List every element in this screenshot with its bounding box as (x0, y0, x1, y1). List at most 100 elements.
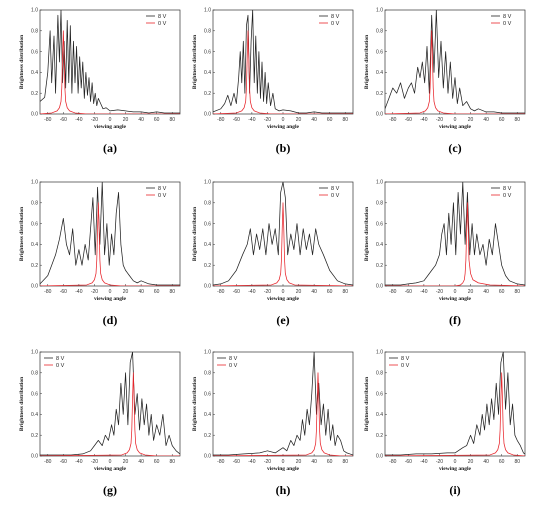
x-tick-label: 20 (123, 289, 129, 295)
x-tick-label: 60 (327, 289, 333, 295)
x-axis-label: viewing angle (439, 124, 471, 130)
series-line-8v (213, 182, 353, 286)
y-tick-label: 0.8 (204, 371, 211, 377)
x-tick-label: 60 (327, 459, 333, 465)
x-tick-label: 40 (311, 117, 317, 123)
y-tick-label: 0.0 (204, 112, 211, 118)
y-tick-label: 0.6 (376, 221, 383, 227)
panel-caption: (h) (276, 483, 291, 497)
x-tick-label: -20 (436, 289, 443, 295)
y-tick-label: 0.8 (376, 371, 383, 377)
series-line-0v (213, 202, 353, 286)
x-tick-label: -80 (389, 459, 396, 465)
x-tick-label: 80 (342, 459, 348, 465)
panel-e: -80 -60 -40 -20 0 20 40 60 80 0.0 0.2 0.4 0.6 0.8 1.0 v… (192, 180, 354, 327)
legend-entry: 8 V (56, 356, 65, 362)
legend-entry: 0 V (331, 21, 340, 27)
x-tick-label: -80 (217, 459, 224, 465)
legend-entry: 0 V (56, 363, 65, 369)
x-tick-label: 0 (282, 289, 285, 295)
x-tick-label: 20 (123, 459, 129, 465)
x-tick-label: 40 (311, 289, 317, 295)
legend-entry: 0 V (331, 193, 340, 199)
legend-entry: 8 V (331, 186, 340, 192)
x-tick-label: -20 (436, 459, 443, 465)
x-tick-label: 40 (138, 459, 144, 465)
x-tick-label: 80 (514, 117, 520, 123)
legend-entry: 8 V (401, 356, 410, 362)
series-line-8v (385, 10, 525, 114)
x-tick-label: 80 (514, 289, 520, 295)
x-tick-label: -80 (44, 289, 51, 295)
x-tick-label: 60 (499, 289, 505, 295)
panel-a: -80 -60 -40 -20 0 20 40 60 80 0.0 0.2 0.4 0.6 0.8 1.0 v… (19, 8, 181, 155)
series-line-8v (385, 352, 525, 456)
x-tick-label: -60 (405, 459, 412, 465)
panel-c: -80 -60 -40 -20 0 20 40 60 80 0.0 0.2 0.4 0.6 0.8 1.0 v… (364, 8, 526, 155)
x-tick-label: 40 (138, 117, 144, 123)
x-axis-label: viewing angle (267, 466, 299, 472)
x-tick-label: -60 (60, 117, 67, 123)
x-tick-label: -20 (264, 459, 271, 465)
panel-caption: (c) (448, 141, 461, 155)
y-tick-label: 0.8 (204, 29, 211, 35)
series-line-0v (40, 30, 180, 114)
x-tick-label: 20 (296, 459, 302, 465)
series-line-0v (40, 202, 180, 286)
y-tick-label: 1.0 (204, 350, 211, 356)
legend-entry: 8 V (158, 14, 167, 20)
panel-caption: (i) (449, 483, 460, 497)
x-axis-label: viewing angle (267, 124, 299, 130)
series-line-0v (385, 202, 525, 286)
y-tick-label: 1.0 (31, 8, 38, 14)
y-tick-label: 0.6 (204, 221, 211, 227)
x-tick-label: -40 (420, 289, 427, 295)
y-tick-label: 1.0 (31, 350, 38, 356)
panel-caption: (a) (103, 141, 117, 155)
y-tick-label: 0.8 (31, 201, 38, 207)
x-tick-label: 40 (311, 459, 317, 465)
y-tick-label: 0.6 (204, 49, 211, 55)
series-line-0v (40, 372, 180, 456)
x-tick-label: -20 (91, 459, 98, 465)
series-line-8v (385, 182, 525, 286)
x-tick-label: 40 (483, 289, 489, 295)
x-tick-label: 60 (154, 117, 160, 123)
x-tick-label: 0 (109, 459, 112, 465)
x-tick-label: 80 (514, 459, 520, 465)
panel-caption: (g) (103, 483, 117, 497)
series-line-0v (385, 372, 525, 456)
x-tick-label: 60 (499, 459, 505, 465)
x-tick-label: 60 (154, 289, 160, 295)
x-tick-label: -80 (389, 117, 396, 123)
x-tick-label: -40 (420, 459, 427, 465)
x-tick-label: -60 (405, 117, 412, 123)
y-tick-label: 1.0 (204, 8, 211, 14)
x-tick-label: 0 (109, 117, 112, 123)
y-tick-label: 0.8 (376, 29, 383, 35)
x-axis-label: viewing angle (94, 124, 126, 130)
y-tick-label: 0.2 (31, 433, 38, 439)
y-tick-label: 1.0 (376, 350, 383, 356)
y-tick-label: 0.4 (204, 70, 211, 76)
y-tick-label: 0.6 (31, 391, 38, 397)
x-tick-label: 60 (499, 117, 505, 123)
x-tick-label: -60 (60, 459, 67, 465)
x-tick-label: -60 (233, 459, 240, 465)
x-tick-label: -60 (60, 289, 67, 295)
y-axis-label: Brightness distribution (192, 207, 198, 261)
x-tick-label: -40 (420, 117, 427, 123)
x-axis-label: viewing angle (94, 296, 126, 302)
y-tick-label: 0.2 (376, 263, 383, 269)
series-line-0v (385, 30, 525, 114)
x-tick-label: -40 (75, 459, 82, 465)
x-axis-label: viewing angle (267, 296, 299, 302)
y-tick-label: 0.8 (31, 371, 38, 377)
x-tick-label: 0 (109, 289, 112, 295)
x-tick-label: 20 (468, 117, 474, 123)
panel-caption: (d) (103, 313, 118, 327)
y-tick-label: 0.2 (204, 91, 211, 97)
y-tick-label: 1.0 (204, 180, 211, 186)
y-tick-label: 0.6 (31, 49, 38, 55)
